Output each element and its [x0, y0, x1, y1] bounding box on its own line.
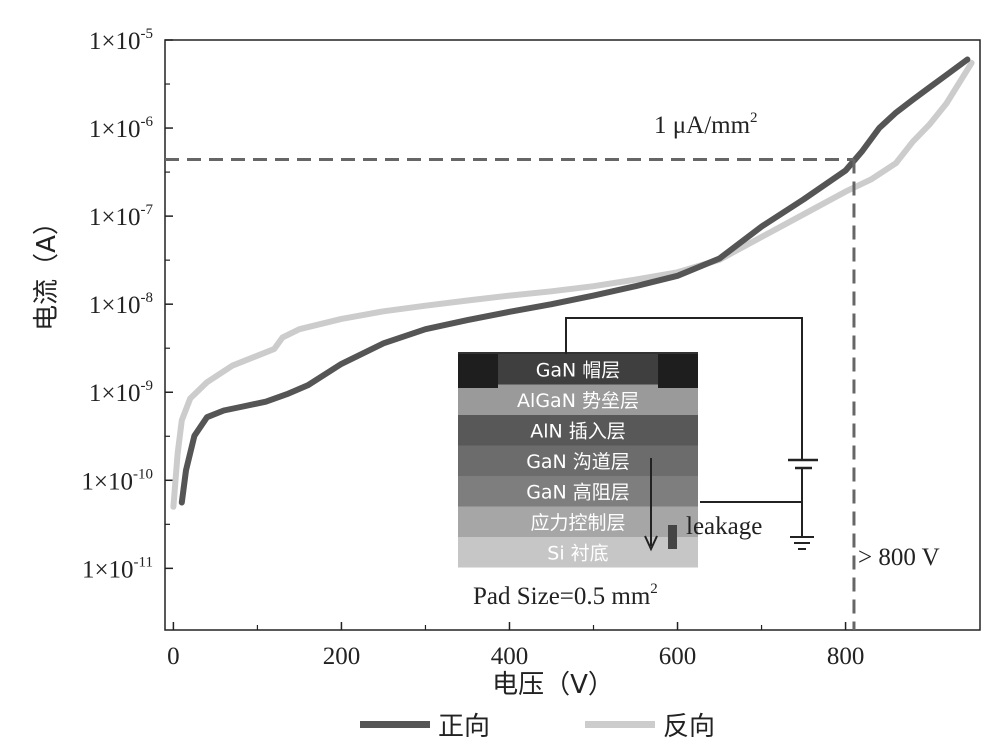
x-axis-label: 电压（V）: [492, 670, 614, 700]
plot-area: [164, 39, 981, 631]
inset-layer-label: 应力控制层: [530, 512, 625, 534]
inset-wire-side: [700, 468, 803, 503]
series-reverse-line: [170, 59, 975, 510]
legend: 正向 反向: [0, 700, 1004, 748]
device-structure-inset: GaN 帽层 AlGaN 势垒层 AlN 插入层 GaN 沟道层 GaN 高阻层应力控制…: [458, 317, 818, 610]
iv-chart: 1×10-5 1×10-6 1×10-7 1×10-8 1×10-9 1×10-10 1×1…: [32, 26, 981, 700]
leakage-marker: [668, 525, 677, 549]
inset-layer-label: AlN 插入层: [530, 420, 626, 442]
y-tick-label: 1×10-10: [81, 466, 153, 495]
x-axis: 0 200 400 600 800: [167, 622, 864, 670]
inset-layer: [458, 506, 698, 537]
inset-layer-label: GaN 帽层: [536, 359, 621, 381]
legend-label-forward: 正向: [438, 711, 491, 742]
x-tick-label: 400: [491, 643, 529, 670]
y-tick-label: 1×10-5: [89, 26, 153, 55]
inset-layer-label: GaN 沟道层: [526, 451, 630, 473]
x-tick-label: 600: [659, 643, 697, 670]
series-forward-line: [178, 56, 971, 506]
inset-top-edge: [458, 352, 698, 354]
x-tick-label: 200: [323, 643, 361, 670]
x-tick-label: 0: [167, 643, 180, 670]
y-axis-label: 电流（A）: [32, 209, 62, 331]
current-threshold-label: 1 μA/mm2: [654, 110, 758, 139]
inset-contact-left: [458, 354, 498, 388]
x-tick-label: 800: [827, 643, 865, 670]
leakage-arrow-head: [644, 535, 658, 552]
y-tick-label: 1×10-11: [82, 554, 153, 583]
inset-wire-top: [565, 317, 803, 460]
plot-border: [164, 39, 981, 631]
inset-contact-right: [658, 354, 698, 388]
inset-layer-label: GaN 高阻层: [526, 481, 630, 503]
y-tick-label: 1×10-8: [89, 290, 153, 319]
inset-layer: [458, 537, 698, 568]
y-tick-label: 1×10-7: [89, 202, 154, 231]
series-lines: [170, 56, 975, 510]
leakage-label: leakage: [686, 513, 762, 540]
inset-layer: [458, 476, 698, 507]
reference-lines: [165, 157, 856, 630]
legend-label-reverse: 反向: [663, 711, 716, 742]
inset-layer: [458, 415, 698, 446]
y-axis: 1×10-5 1×10-6 1×10-7 1×10-8 1×10-9 1×10-10 1×1…: [81, 26, 173, 583]
inset-layer-label: AlGaN 势垒层: [517, 390, 639, 412]
inset-layer: [458, 445, 698, 476]
legend-item-forward: 正向: [360, 706, 490, 742]
legend-item-reverse: 反向: [585, 706, 715, 742]
inset-layer-label: Si 衬底: [547, 542, 608, 564]
legend-swatch-forward: [360, 720, 430, 728]
pad-size-label: Pad Size=0.5 mm2: [473, 581, 658, 610]
breakdown-voltage-label: > 800 V: [858, 544, 940, 571]
y-tick-label: 1×10-9: [89, 378, 153, 407]
y-tick-label: 1×10-6: [89, 114, 154, 143]
inset-layer: [458, 384, 698, 415]
legend-swatch-reverse: [585, 720, 655, 728]
